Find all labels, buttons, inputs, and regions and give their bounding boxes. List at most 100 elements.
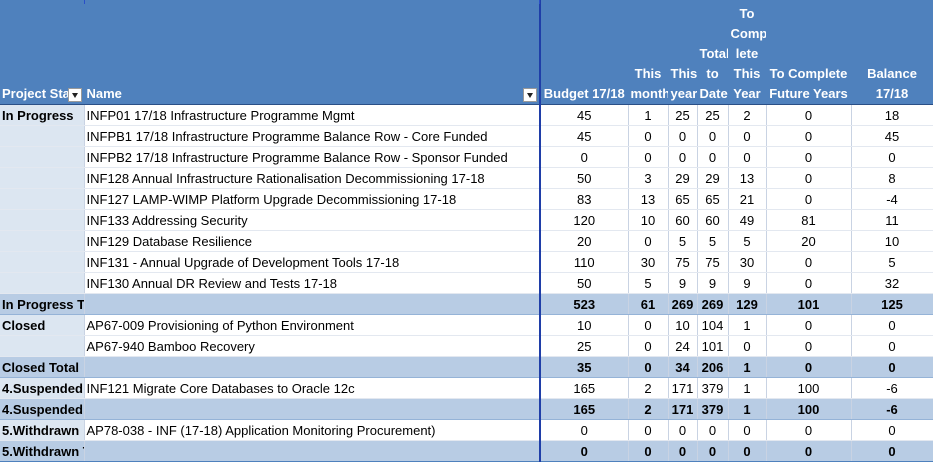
- value-cell-bal[interactable]: 0: [851, 356, 933, 378]
- value-cell-budget[interactable]: 523: [539, 293, 629, 315]
- header-budget[interactable]: Budget 17/18: [539, 0, 629, 105]
- value-cell-thisyear[interactable]: 0: [728, 335, 767, 357]
- project-name-cell[interactable]: INF130 Annual DR Review and Tests 17-18: [84, 272, 541, 294]
- value-cell-month[interactable]: 10: [628, 209, 669, 231]
- value-cell-bal[interactable]: -4: [851, 188, 933, 210]
- value-cell-month[interactable]: 0: [628, 146, 669, 168]
- project-name-cell[interactable]: INFPB1 17/18 Infrastructure Programme Ba…: [84, 125, 541, 147]
- value-cell-thisyear[interactable]: 21: [728, 188, 767, 210]
- value-cell-bal[interactable]: 0: [851, 314, 933, 336]
- value-cell-budget[interactable]: 120: [539, 209, 629, 231]
- value-cell-todate[interactable]: 0: [697, 146, 729, 168]
- project-name-cell[interactable]: INF133 Addressing Security: [84, 209, 541, 231]
- project-status-cell[interactable]: [0, 188, 85, 210]
- value-cell-year[interactable]: 25: [668, 104, 698, 126]
- value-cell-future[interactable]: 0: [766, 146, 852, 168]
- value-cell-todate[interactable]: 5: [697, 230, 729, 252]
- table-row[interactable]: INF131 - Annual Upgrade of Development T…: [0, 251, 933, 273]
- value-cell-budget[interactable]: 50: [539, 167, 629, 189]
- value-cell-todate[interactable]: 0: [697, 419, 729, 441]
- value-cell-year[interactable]: 0: [668, 440, 698, 462]
- table-row[interactable]: In Progress INFP01 17/18 Infrastructure P…: [0, 104, 933, 126]
- value-cell-bal[interactable]: 0: [851, 440, 933, 462]
- table-row[interactable]: INFPB1 17/18 Infrastructure Programme Ba…: [0, 125, 933, 147]
- value-cell-thisyear[interactable]: 49: [728, 209, 767, 231]
- value-cell-future[interactable]: 0: [766, 167, 852, 189]
- value-cell-thisyear[interactable]: 1: [728, 356, 767, 378]
- value-cell-todate[interactable]: 25: [697, 104, 729, 126]
- table-row[interactable]: INF128 Annual Infrastructure Rationalisa…: [0, 167, 933, 189]
- value-cell-month[interactable]: 0: [628, 125, 669, 147]
- value-cell-year[interactable]: 10: [668, 314, 698, 336]
- value-cell-month[interactable]: 1: [628, 104, 669, 126]
- project-status-cell[interactable]: [0, 167, 85, 189]
- project-name-cell[interactable]: INFP01 17/18 Infrastructure Programme Mg…: [84, 104, 541, 126]
- value-cell-year[interactable]: 0: [668, 419, 698, 441]
- value-cell-budget[interactable]: 0: [539, 419, 629, 441]
- value-cell-budget[interactable]: 165: [539, 377, 629, 399]
- value-cell-todate[interactable]: 379: [697, 398, 729, 420]
- value-cell-todate[interactable]: 65: [697, 188, 729, 210]
- value-cell-year[interactable]: 34: [668, 356, 698, 378]
- value-cell-bal[interactable]: 32: [851, 272, 933, 294]
- header-this-year[interactable]: This year: [668, 0, 698, 105]
- value-cell-bal[interactable]: 11: [851, 209, 933, 231]
- value-cell-future[interactable]: 0: [766, 272, 852, 294]
- value-cell-year[interactable]: 24: [668, 335, 698, 357]
- value-cell-bal[interactable]: 45: [851, 125, 933, 147]
- project-name-cell[interactable]: INFPB2 17/18 Infrastructure Programme Ba…: [84, 146, 541, 168]
- value-cell-bal[interactable]: 10: [851, 230, 933, 252]
- project-name-cell[interactable]: AP67-009 Provisioning of Python Environm…: [84, 314, 541, 336]
- value-cell-future[interactable]: 0: [766, 419, 852, 441]
- subtotal-row[interactable]: In Progress Total52361269269129101125: [0, 293, 933, 315]
- value-cell-todate[interactable]: 379: [697, 377, 729, 399]
- value-cell-month[interactable]: 61: [628, 293, 669, 315]
- table-row[interactable]: 5.Withdrawn AP78-038 - INF (17-18) Applic…: [0, 419, 933, 441]
- value-cell-bal[interactable]: 18: [851, 104, 933, 126]
- table-row[interactable]: INF130 Annual DR Review and Tests 17-18 5…: [0, 272, 933, 294]
- value-cell-budget[interactable]: 25: [539, 335, 629, 357]
- value-cell-future[interactable]: 0: [766, 440, 852, 462]
- value-cell-thisyear[interactable]: 1: [728, 314, 767, 336]
- value-cell-thisyear[interactable]: 30: [728, 251, 767, 273]
- value-cell-future[interactable]: 0: [766, 314, 852, 336]
- header-name[interactable]: Name: [84, 0, 541, 105]
- project-status-cell[interactable]: 4.Suspended: [0, 377, 85, 399]
- value-cell-thisyear[interactable]: 0: [728, 419, 767, 441]
- value-cell-bal[interactable]: -6: [851, 377, 933, 399]
- value-cell-budget[interactable]: 165: [539, 398, 629, 420]
- value-cell-todate[interactable]: 60: [697, 209, 729, 231]
- value-cell-thisyear[interactable]: 9: [728, 272, 767, 294]
- value-cell-year[interactable]: 9: [668, 272, 698, 294]
- value-cell-month[interactable]: 0: [628, 230, 669, 252]
- value-cell-month[interactable]: 0: [628, 356, 669, 378]
- value-cell-todate[interactable]: 0: [697, 440, 729, 462]
- value-cell-year[interactable]: 171: [668, 377, 698, 399]
- project-name-cell[interactable]: INF129 Database Resilience: [84, 230, 541, 252]
- table-row[interactable]: Closed AP67-009 Provisioning of Python En…: [0, 314, 933, 336]
- value-cell-month[interactable]: 3: [628, 167, 669, 189]
- value-cell-budget[interactable]: 83: [539, 188, 629, 210]
- value-cell-thisyear[interactable]: 1: [728, 398, 767, 420]
- project-name-cell[interactable]: AP78-038 - INF (17-18) Application Monit…: [84, 419, 541, 441]
- value-cell-budget[interactable]: 20: [539, 230, 629, 252]
- value-cell-month[interactable]: 5: [628, 272, 669, 294]
- subtotal-row[interactable]: Closed Total 35 0 34 206 1 0 0: [0, 356, 933, 378]
- value-cell-bal[interactable]: 125: [851, 293, 933, 315]
- project-name-cell[interactable]: INF128 Annual Infrastructure Rationalisa…: [84, 167, 541, 189]
- value-cell-todate[interactable]: 9: [697, 272, 729, 294]
- value-cell-todate[interactable]: 104: [697, 314, 729, 336]
- project-name-cell[interactable]: INF131 - Annual Upgrade of Development T…: [84, 251, 541, 273]
- project-name-cell[interactable]: INF127 LAMP-WIMP Platform Upgrade Decomm…: [84, 188, 541, 210]
- project-status-cell[interactable]: 4.Suspended Total: [0, 398, 85, 420]
- value-cell-budget[interactable]: 45: [539, 104, 629, 126]
- project-status-cell[interactable]: Closed Total: [0, 356, 85, 378]
- value-cell-month[interactable]: 2: [628, 398, 669, 420]
- project-status-cell[interactable]: [0, 230, 85, 252]
- value-cell-future[interactable]: 100: [766, 377, 852, 399]
- header-total-to-date[interactable]: Total to Date: [697, 0, 729, 105]
- value-cell-month[interactable]: 0: [628, 314, 669, 336]
- value-cell-future[interactable]: 20: [766, 230, 852, 252]
- project-name-cell[interactable]: [84, 293, 541, 315]
- table-row[interactable]: INF129 Database Resilience 20 0 5 5 5 20 10: [0, 230, 933, 252]
